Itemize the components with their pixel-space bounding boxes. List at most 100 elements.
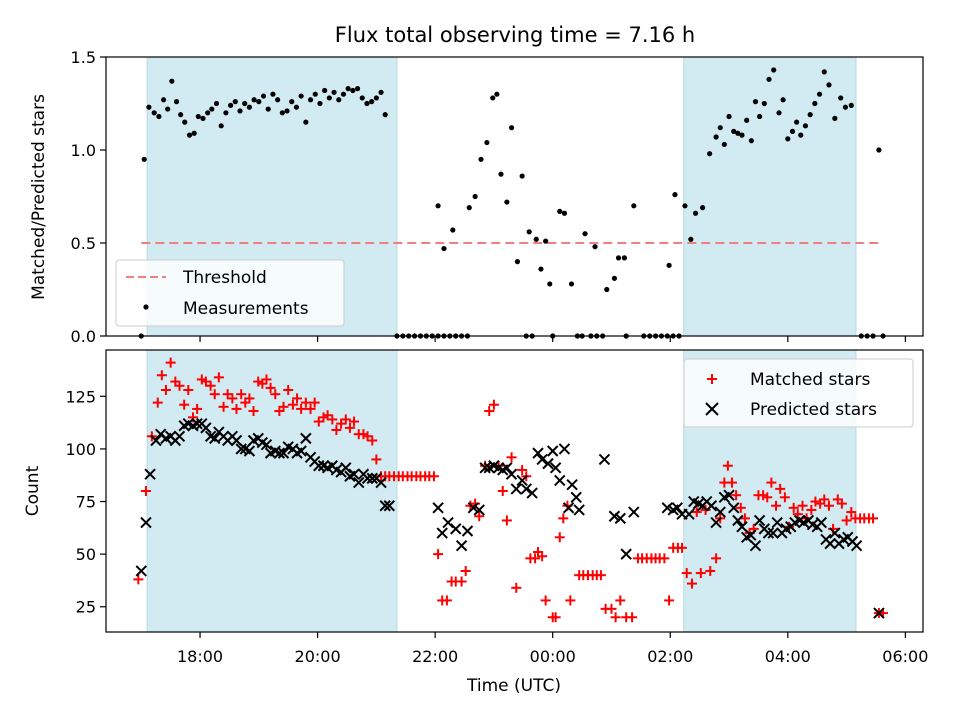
measurement-point xyxy=(731,128,737,134)
matched-star-point xyxy=(664,595,675,606)
measurement-point xyxy=(472,193,478,200)
matched-star-point xyxy=(554,532,565,543)
matched-star-point xyxy=(140,486,151,496)
matched-star-point xyxy=(606,603,617,614)
matched-star-point xyxy=(501,515,512,526)
predicted-star-point xyxy=(379,500,391,512)
legend-threshold-label: Threshold xyxy=(182,268,267,288)
matched-star-point xyxy=(474,511,485,522)
measurement-point xyxy=(561,210,568,216)
measurement-point xyxy=(670,333,676,339)
matched-star-point xyxy=(517,464,528,475)
measurement-point xyxy=(798,132,804,138)
measurement-point xyxy=(484,139,490,146)
matched-star-point xyxy=(209,389,220,400)
measurement-point xyxy=(173,99,180,105)
matched-star-point xyxy=(762,492,773,503)
predicted-star-point xyxy=(348,468,360,480)
measurement-point xyxy=(303,119,309,125)
count-legend-box xyxy=(683,358,914,428)
measurement-point xyxy=(579,333,585,339)
x-tick-label: 04:00 xyxy=(765,647,811,666)
matched-star-point xyxy=(722,460,733,471)
predicted-star-point xyxy=(150,434,162,447)
matched-star-point xyxy=(165,357,176,368)
measurement-point xyxy=(592,244,598,250)
measurement-point xyxy=(739,132,745,138)
matched-star-point xyxy=(766,477,777,488)
matched-star-point xyxy=(433,549,444,560)
measurement-point xyxy=(785,136,791,142)
matched-star-point xyxy=(810,496,821,507)
measurement-point xyxy=(369,99,375,105)
measurement-point xyxy=(707,151,713,157)
measurement-point xyxy=(251,97,257,103)
predicted-star-point xyxy=(554,474,566,487)
predicted-star-point xyxy=(710,516,722,529)
predicted-star-point xyxy=(353,476,365,489)
measurement-point xyxy=(692,210,699,216)
predicted-star-point xyxy=(542,457,554,470)
y-tick-label: 1.0 xyxy=(71,141,96,160)
measurement-point xyxy=(631,203,637,209)
measurement-point xyxy=(169,78,175,84)
matched-star-point xyxy=(788,502,799,513)
matched-star-point xyxy=(537,551,548,562)
measurement-point xyxy=(423,333,429,339)
measurement-point xyxy=(450,227,456,233)
measurement-point xyxy=(880,333,886,339)
matched-star-point xyxy=(278,401,289,412)
matched-star-point xyxy=(160,384,171,395)
predicted-star-point xyxy=(558,443,571,455)
matched-star-point xyxy=(456,576,467,587)
predicted-star-point xyxy=(450,523,462,535)
matched-star-point xyxy=(779,492,790,503)
predicted-star-point xyxy=(736,521,748,533)
measurement-point xyxy=(713,134,719,140)
measurement-point xyxy=(582,231,588,237)
predicted-star-point xyxy=(200,422,212,434)
matched-star-point xyxy=(735,502,746,513)
measurement-point xyxy=(848,102,854,108)
measurement-point xyxy=(165,106,171,112)
matched-star-point xyxy=(296,403,307,414)
matched-star-point xyxy=(227,393,238,404)
measurement-point xyxy=(293,104,300,110)
measurement-point xyxy=(766,76,772,82)
predicted-star-point xyxy=(295,445,307,457)
measurement-point xyxy=(373,95,379,101)
matched-star-point xyxy=(775,483,786,494)
predicted-star-point xyxy=(479,462,491,474)
legend-matched-swatch xyxy=(707,374,717,384)
measurement-point xyxy=(237,108,243,114)
measurement-point xyxy=(876,147,882,153)
measurement-point xyxy=(726,113,732,120)
measurement-point xyxy=(672,192,678,198)
predicted-star-point xyxy=(873,607,885,619)
matched-star-point xyxy=(213,372,224,383)
legend-predicted-label: Predicted stars xyxy=(750,400,877,420)
predicted-star-point xyxy=(366,472,378,485)
measurement-point xyxy=(312,91,318,97)
predicted-star-point xyxy=(516,474,528,487)
measurement-point xyxy=(411,333,418,339)
matched-star-point xyxy=(248,406,259,417)
measurement-point xyxy=(382,112,388,118)
measurement-point xyxy=(466,205,472,211)
predicted-star-point xyxy=(173,430,186,442)
matched-star-point xyxy=(705,565,716,576)
measurement-point xyxy=(789,128,796,134)
measurement-point xyxy=(550,333,556,339)
measurement-point xyxy=(378,89,384,95)
predicted-star-point xyxy=(243,445,256,457)
predicted-star-point xyxy=(501,462,513,474)
count-panel-ylabel: Count xyxy=(23,465,43,516)
matched-star-point xyxy=(511,582,522,593)
predicted-star-point xyxy=(510,483,522,495)
measurement-point xyxy=(821,69,827,75)
y-tick-label: 75 xyxy=(76,493,96,512)
predicted-star-point xyxy=(536,453,548,466)
measurement-point xyxy=(533,236,539,242)
measurement-point xyxy=(394,333,400,339)
predicted-star-point xyxy=(749,540,762,552)
